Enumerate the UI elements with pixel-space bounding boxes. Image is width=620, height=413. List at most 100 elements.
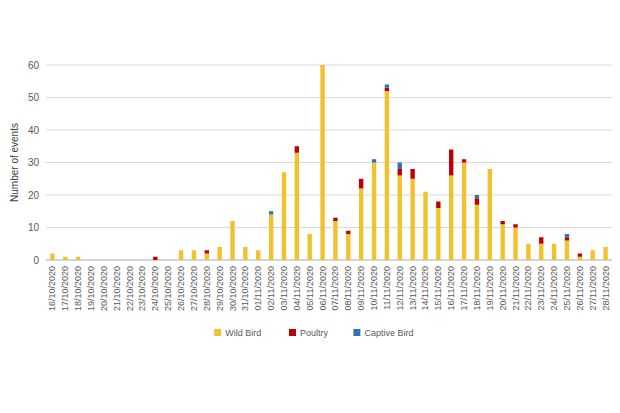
bar (578, 253, 582, 254)
x-tick-label: 16/11/2020 (446, 266, 456, 310)
bar (140, 260, 144, 261)
bar (282, 172, 286, 173)
bar (217, 247, 221, 248)
x-tick-label: 22/10/2020 (125, 266, 135, 311)
x-tick-label: 19/11/2020 (485, 266, 495, 310)
bar (500, 224, 504, 260)
x-tick-label: 26/11/2020 (575, 266, 585, 310)
bar (539, 237, 543, 238)
bar (179, 250, 183, 251)
x-tick-label: 27/11/2020 (588, 266, 598, 310)
x-tick-label: 16/10/2020 (47, 266, 57, 311)
bar (115, 260, 119, 261)
bar (282, 172, 286, 173)
bar (423, 192, 427, 260)
bar (591, 250, 595, 251)
bar (526, 243, 530, 244)
bar (500, 221, 504, 224)
bar (475, 205, 479, 260)
bar (153, 257, 157, 260)
bar (102, 260, 106, 261)
bar (205, 250, 209, 253)
bar (359, 189, 363, 261)
bar (398, 176, 402, 261)
grid-line (46, 195, 612, 196)
bar (295, 146, 299, 147)
bar (140, 260, 144, 261)
bar (50, 253, 54, 254)
x-tick-label: 01/11/2020 (253, 266, 263, 310)
y-tick-label: 30 (28, 157, 40, 168)
bar (243, 247, 247, 260)
bars (50, 65, 608, 260)
y-axis-label: Number of events (9, 123, 20, 202)
bar (256, 250, 260, 260)
x-tick-label: 29/10/2020 (215, 266, 225, 311)
x-tick-label: 05/11/2020 (305, 266, 315, 310)
bar (603, 247, 607, 248)
bar (127, 260, 131, 261)
bar (385, 88, 389, 91)
x-tick-label: 19/10/2020 (86, 266, 96, 311)
bar (63, 256, 67, 257)
bar (282, 172, 286, 260)
x-tick-label: 18/10/2020 (73, 266, 83, 311)
bar (359, 178, 363, 179)
bar (398, 169, 402, 176)
x-tick-label: 17/10/2020 (60, 266, 70, 311)
bar (385, 85, 389, 88)
bar (269, 211, 273, 214)
x-tick-label: 23/11/2020 (536, 266, 546, 310)
legend: Wild BirdPoultryCaptive Bird (214, 328, 413, 338)
x-tick-label: 25/10/2020 (163, 266, 173, 311)
y-tick-label: 10 (28, 222, 40, 233)
bar (89, 260, 93, 261)
bar (179, 250, 183, 251)
bar (488, 169, 492, 170)
bar (410, 169, 414, 170)
bar (243, 247, 247, 248)
grid-line (46, 130, 612, 131)
bar (398, 163, 402, 170)
bar (475, 198, 479, 205)
y-tick-label: 0 (33, 255, 39, 266)
bar (565, 241, 569, 261)
bar (166, 260, 170, 261)
bar (217, 247, 221, 260)
bar (179, 250, 183, 260)
bar (410, 179, 414, 260)
bar (410, 169, 414, 179)
bar (513, 224, 517, 225)
x-tick-label: 08/11/2020 (343, 266, 353, 310)
bar (565, 237, 569, 240)
bar (217, 247, 221, 248)
bar (462, 163, 466, 261)
bar (256, 250, 260, 251)
bar (539, 237, 543, 244)
grid-line (46, 227, 612, 228)
x-tick-label: 22/11/2020 (523, 266, 533, 310)
bar (230, 221, 234, 260)
bar (50, 253, 54, 254)
grid-line (46, 97, 612, 98)
bar (552, 243, 556, 244)
bar (127, 260, 131, 261)
chart: 0102030405060Number of events16/10/20201… (0, 0, 620, 413)
bar (205, 254, 209, 261)
bar (205, 250, 209, 251)
x-tick-label: 11/11/2020 (382, 266, 392, 310)
x-tick-label: 02/11/2020 (266, 266, 276, 310)
x-tick-label: 31/10/2020 (240, 266, 250, 311)
bar (308, 234, 312, 235)
bar (578, 254, 582, 257)
bar (320, 65, 324, 260)
legend-swatch (353, 329, 360, 336)
bar (449, 176, 453, 261)
y-tick-label: 60 (28, 60, 40, 71)
bar (488, 169, 492, 170)
bar (462, 159, 466, 160)
bar (76, 256, 80, 257)
bar (269, 215, 273, 261)
bar (140, 260, 144, 261)
x-tick-label: 06/11/2020 (318, 266, 328, 310)
